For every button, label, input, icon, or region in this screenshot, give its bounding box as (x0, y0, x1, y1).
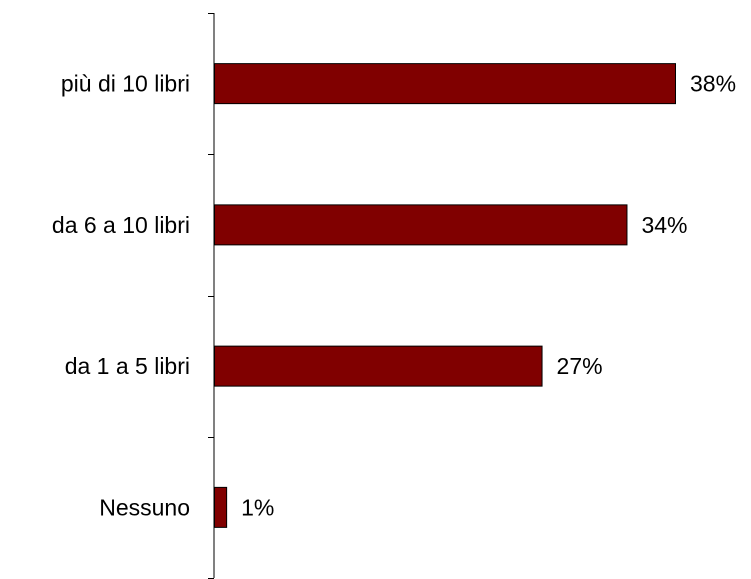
category-label: da 1 a 5 libri (65, 353, 190, 379)
bar (214, 63, 676, 105)
data-label: 38% (690, 71, 736, 97)
axis-layer (208, 13, 215, 579)
category-label: più di 10 libri (61, 71, 190, 97)
bar (214, 204, 628, 246)
bar (214, 486, 228, 528)
category-label: da 6 a 10 libri (52, 212, 190, 238)
label-layer: più di 10 libri 38% da 6 a 10 libri 34% da 1… (52, 71, 736, 521)
data-label: 1% (241, 494, 274, 520)
bar (214, 345, 543, 387)
bar-layer (214, 63, 676, 528)
data-label: 27% (557, 353, 603, 379)
category-label: Nessuno (99, 494, 190, 520)
data-label: 34% (641, 212, 687, 238)
